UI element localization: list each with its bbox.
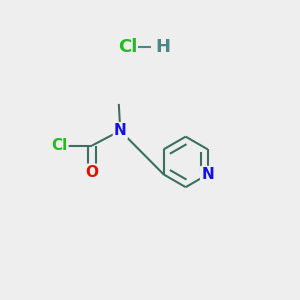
Text: H: H — [156, 38, 171, 56]
Text: O: O — [85, 165, 98, 180]
Text: N: N — [114, 123, 127, 138]
Text: Cl: Cl — [118, 38, 137, 56]
Text: N: N — [201, 167, 214, 182]
Text: Cl: Cl — [51, 138, 68, 153]
